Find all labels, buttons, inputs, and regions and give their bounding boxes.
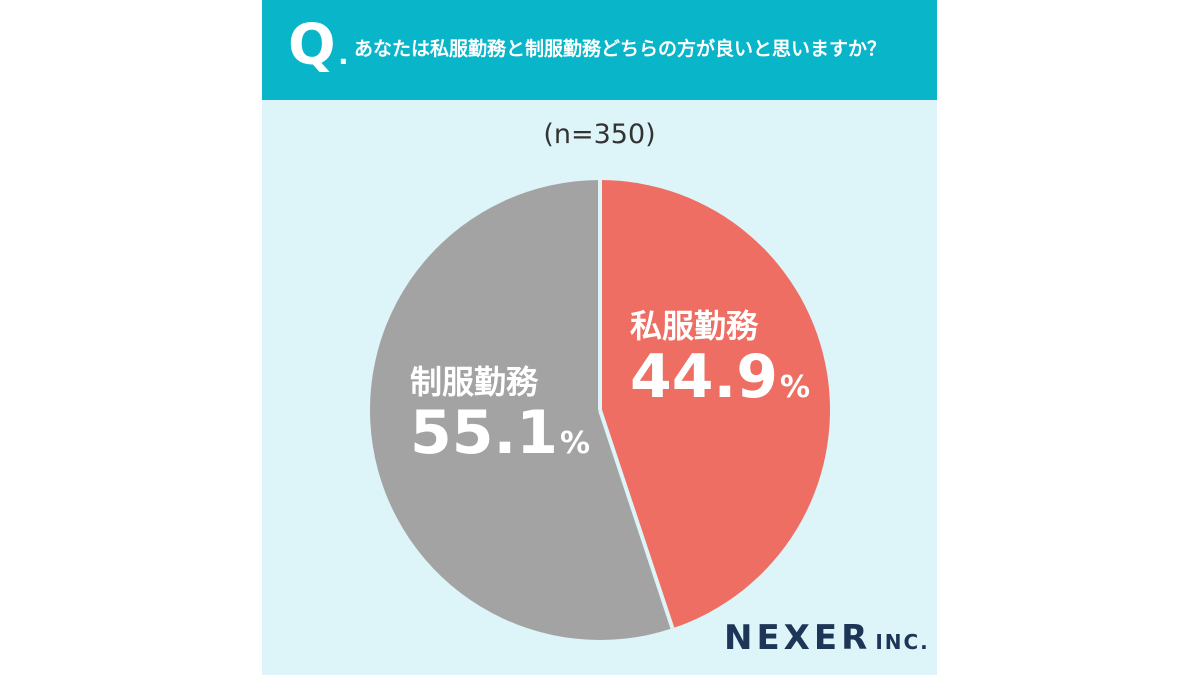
infographic-panel: Q . あなたは私服勤務と制服勤務どちらの方が良いと思いますか？ (n=350)… <box>262 0 937 675</box>
slice-percent: 55.1 <box>410 398 559 468</box>
slice-name: 制服勤務 <box>410 363 539 401</box>
nexer-logo: NEXER INC. <box>724 618 930 658</box>
pie-chart <box>369 180 830 641</box>
q-dot: . <box>338 38 349 71</box>
slice-percent-unit: % <box>560 426 591 461</box>
question-text: あなたは私服勤務と制服勤務どちらの方が良いと思いますか？ <box>354 38 887 60</box>
q-letter: Q <box>288 13 336 78</box>
slice-separator-1 <box>598 409 675 629</box>
pie-slice-0 <box>600 180 830 629</box>
sample-size-label: (n=350) <box>543 119 656 150</box>
slice-label-seifuku: 制服勤務 55.1% <box>410 362 590 464</box>
slice-percent-unit: % <box>780 370 811 405</box>
slice-percent: 44.9 <box>630 342 779 412</box>
logo-main: NEXER <box>724 618 872 658</box>
logo-suffix: INC. <box>875 630 930 654</box>
slice-label-shifuku: 私服勤務 44.9% <box>630 306 810 408</box>
question-header: Q . あなたは私服勤務と制服勤務どちらの方が良いと思いますか？ <box>262 0 937 100</box>
slice-name: 私服勤務 <box>630 307 759 345</box>
pie-slice-1 <box>369 180 673 641</box>
